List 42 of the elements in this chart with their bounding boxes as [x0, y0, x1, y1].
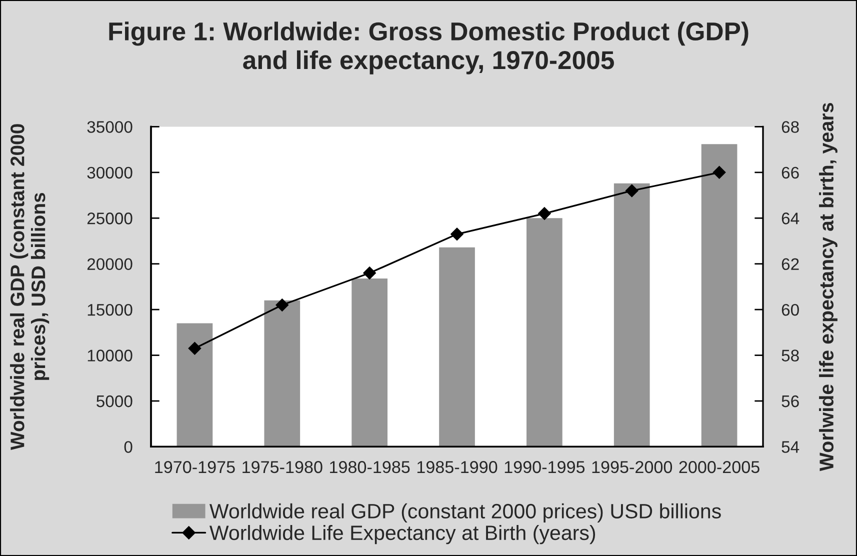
point — [363, 266, 376, 280]
chart-title: Figure 1: Worldwide: Gross Domestic Product (GDP) and life expectancy, 1970-2005 — [109, 22, 748, 74]
y2-tick-label: 58 — [782, 350, 799, 362]
point — [276, 298, 289, 312]
legend-label: Worldwide real GDP (constant 2000 prices) USD billions — [209, 503, 721, 523]
bar — [264, 300, 300, 447]
y-tick-label: 25000 — [87, 212, 132, 224]
x-tick-label: 1975-1980 — [242, 461, 322, 474]
y-tick-label: 35000 — [87, 121, 132, 133]
point — [188, 342, 202, 355]
bar — [352, 278, 388, 447]
x-tick-label: 1990-1995 — [504, 461, 585, 474]
y2-tick-label: 56 — [782, 395, 799, 408]
legend-label: Worldwide Life Expectancy at Birth (years) — [209, 525, 596, 544]
bar — [176, 323, 213, 447]
x-tick-label: 1985-1990 — [417, 461, 498, 474]
bar — [701, 144, 738, 447]
y-axis-title: Worldwide real GDP (constant 2000 prices), USD billions — [10, 124, 50, 450]
x-tick-label: 1995-2000 — [592, 461, 672, 474]
point — [538, 207, 551, 220]
bar — [439, 247, 475, 447]
bar — [526, 218, 562, 447]
y-tick-label: 10000 — [88, 350, 132, 362]
y-tick-label: 30000 — [87, 166, 132, 179]
y2-tick-label: 64 — [782, 212, 800, 224]
point — [712, 166, 726, 179]
y2-tick-label: 60 — [782, 304, 799, 316]
y-tick-label: 0 — [124, 441, 132, 453]
y-tick-label: 5000 — [96, 395, 132, 408]
y2-tick-label: 66 — [782, 166, 799, 179]
y2-axis-title: Worlwide life expectancy at birth, years — [819, 102, 838, 472]
x-tick-label: 2000-2005 — [679, 461, 760, 474]
bar — [614, 183, 650, 447]
y-tick-label: 15000 — [88, 304, 132, 316]
y-tick-label: 20000 — [87, 258, 132, 270]
point — [450, 228, 464, 241]
point — [625, 184, 638, 198]
x-tick-label: 1980-1985 — [330, 461, 410, 474]
y2-tick-label: 54 — [782, 441, 800, 453]
y2-tick-label: 68 — [782, 121, 799, 133]
x-tick-label: 1970-1975 — [155, 461, 235, 474]
y2-tick-label: 62 — [782, 258, 799, 270]
